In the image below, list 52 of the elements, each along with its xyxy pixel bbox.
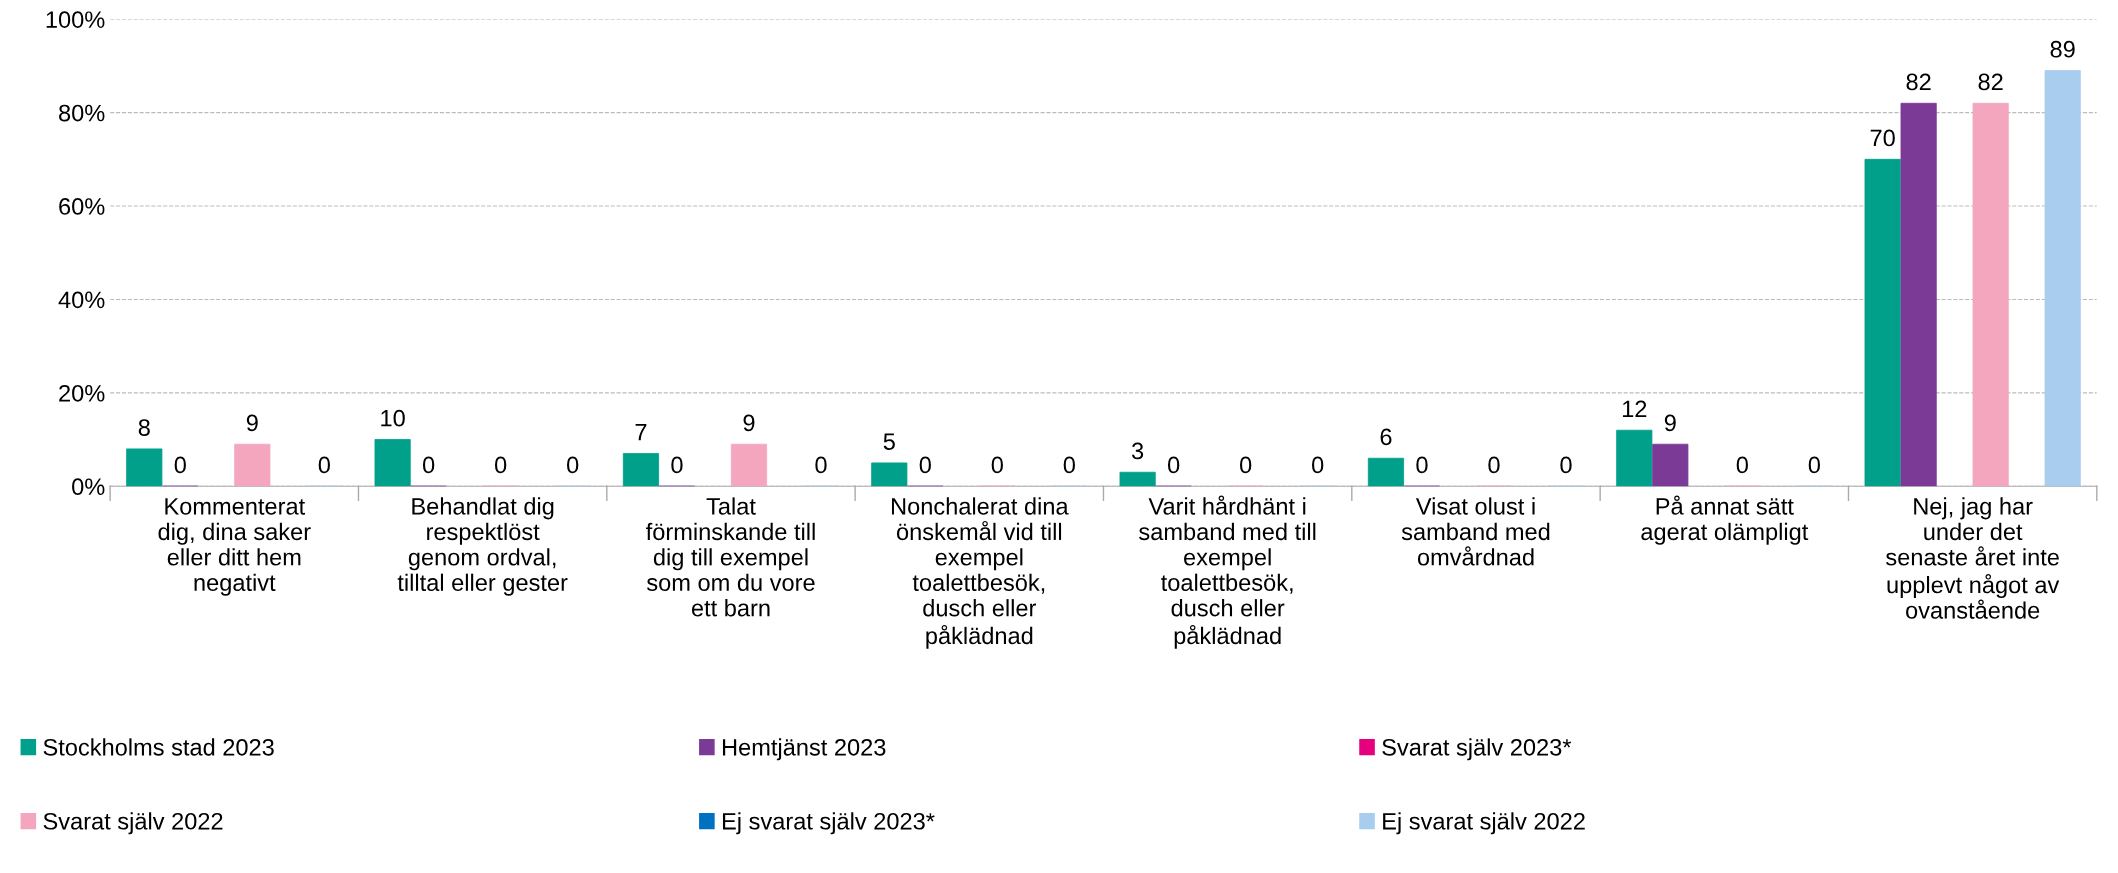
legend-label: Hemtjänst 2023	[722, 738, 886, 761]
data-label: 0	[1416, 456, 1428, 474]
data-label: 6	[1380, 428, 1392, 446]
data-label: 0	[671, 456, 683, 474]
data-label: 12	[1622, 400, 1647, 417]
legend-label: Ej svarat själv 2022	[1383, 812, 1585, 835]
data-label: 0	[422, 456, 435, 474]
data-label: 3	[1131, 442, 1144, 460]
x-tick-label: På annat sätt agerat olämpligt	[1641, 495, 1809, 545]
data-label: 9	[743, 414, 755, 432]
data-label: 0	[1488, 456, 1500, 474]
data-label: 0	[1560, 456, 1572, 474]
x-tick-label: Varit hårdhänt i samband med till exempel toalettbesök, dusch eller påklädnad	[1139, 495, 1316, 649]
data-label: 5	[883, 433, 895, 450]
legend-label: Ej svarat själv 2023*	[722, 812, 935, 835]
data-label: 0	[815, 456, 827, 474]
data-label: 0	[991, 456, 1003, 474]
y-tick-label: 40%	[58, 291, 105, 309]
data-label: 0	[1312, 456, 1324, 474]
data-label: 0	[495, 456, 507, 474]
data-label: 0	[567, 456, 579, 474]
data-label: 0	[919, 456, 931, 474]
data-label: 0	[318, 456, 330, 474]
data-label: 0	[174, 456, 186, 474]
data-label: 0	[1240, 456, 1252, 474]
data-label: 89	[2050, 40, 2075, 58]
data-label: 0	[1063, 456, 1075, 474]
data-label: 70	[1870, 129, 1895, 147]
y-tick-label: 60%	[59, 198, 105, 215]
y-tick-label: 80%	[59, 104, 105, 122]
x-tick-label: Visat olust i samband med omvårdnad	[1401, 497, 1550, 566]
data-label: 0	[1167, 456, 1180, 474]
x-tick-label: Talat förminskande till dig till exempel som om du vore ett barn	[646, 497, 815, 617]
x-tick-label: Behandlat dig respektlöst genom ordval, tilltal eller gester	[397, 497, 568, 596]
y-tick-label: 0%	[72, 478, 105, 496]
data-label: 8	[138, 419, 150, 436]
x-tick-label: Nej, jag har under det senaste året inte upplevt något av ovanstående	[1886, 497, 2060, 619]
data-label: 82	[1978, 73, 2003, 91]
y-tick-label: 20%	[59, 384, 105, 402]
data-label: 0	[1808, 456, 1820, 474]
x-tick-label: Nonchalerat dina önskemål vid till exempel toalettbesök, dusch eller påklädnad	[892, 497, 1069, 649]
legend-label: Stockholms stad 2023	[43, 738, 274, 756]
data-label: 10	[381, 409, 405, 427]
legend-label: Svarat själv 2022	[43, 812, 223, 835]
data-label: 0	[1736, 456, 1748, 474]
data-label: 82	[1906, 73, 1931, 91]
y-tick-label: 100%	[46, 11, 105, 28]
data-label: 9	[1664, 414, 1676, 432]
data-label: 9	[246, 414, 258, 432]
legend-label: Svarat själv 2023*	[1382, 738, 1572, 761]
data-label: 7	[635, 424, 647, 441]
x-tick-label: Kommenterat dig, dina saker eller ditt hem negativt	[158, 498, 311, 596]
